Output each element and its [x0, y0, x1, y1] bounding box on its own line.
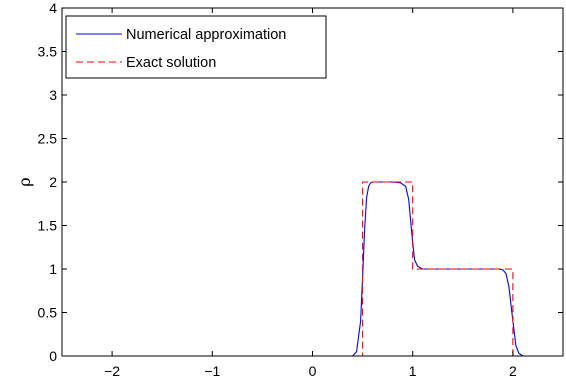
y-tick-label: 2.5: [38, 131, 58, 147]
series-line-exact: [62, 181, 563, 357]
y-tick-label: 3: [49, 87, 57, 103]
y-tick-label: 0: [49, 348, 57, 364]
y-tick-label: 2: [49, 174, 57, 190]
x-tick-label: 1: [409, 363, 417, 379]
y-tick-label: 4: [49, 0, 57, 16]
legend-box: [65, 15, 327, 79]
y-tick-label: 1: [49, 261, 57, 277]
x-tick-label: −1: [204, 363, 220, 379]
y-tick-label: 3.5: [38, 44, 58, 60]
tick-layer: −2 −1 0 1 2 0 0.5 1 1.5 2 2.5 3 3.5 4: [38, 0, 563, 379]
series-layer: [62, 181, 563, 357]
x-tick-label: 0: [309, 363, 317, 379]
x-tick-label: −2: [104, 363, 120, 379]
x-tick-label: 2: [509, 363, 517, 379]
legend-label-numerical: Numerical approximation: [126, 27, 286, 43]
y-tick-label: 0.5: [38, 305, 58, 321]
legend: Numerical approximation Exact solution: [65, 15, 327, 79]
y-axis-label: ρ: [15, 177, 34, 186]
y-tick-label: 1.5: [38, 218, 58, 234]
legend-label-exact: Exact solution: [126, 55, 216, 71]
series-line-numerical: [62, 181, 563, 357]
